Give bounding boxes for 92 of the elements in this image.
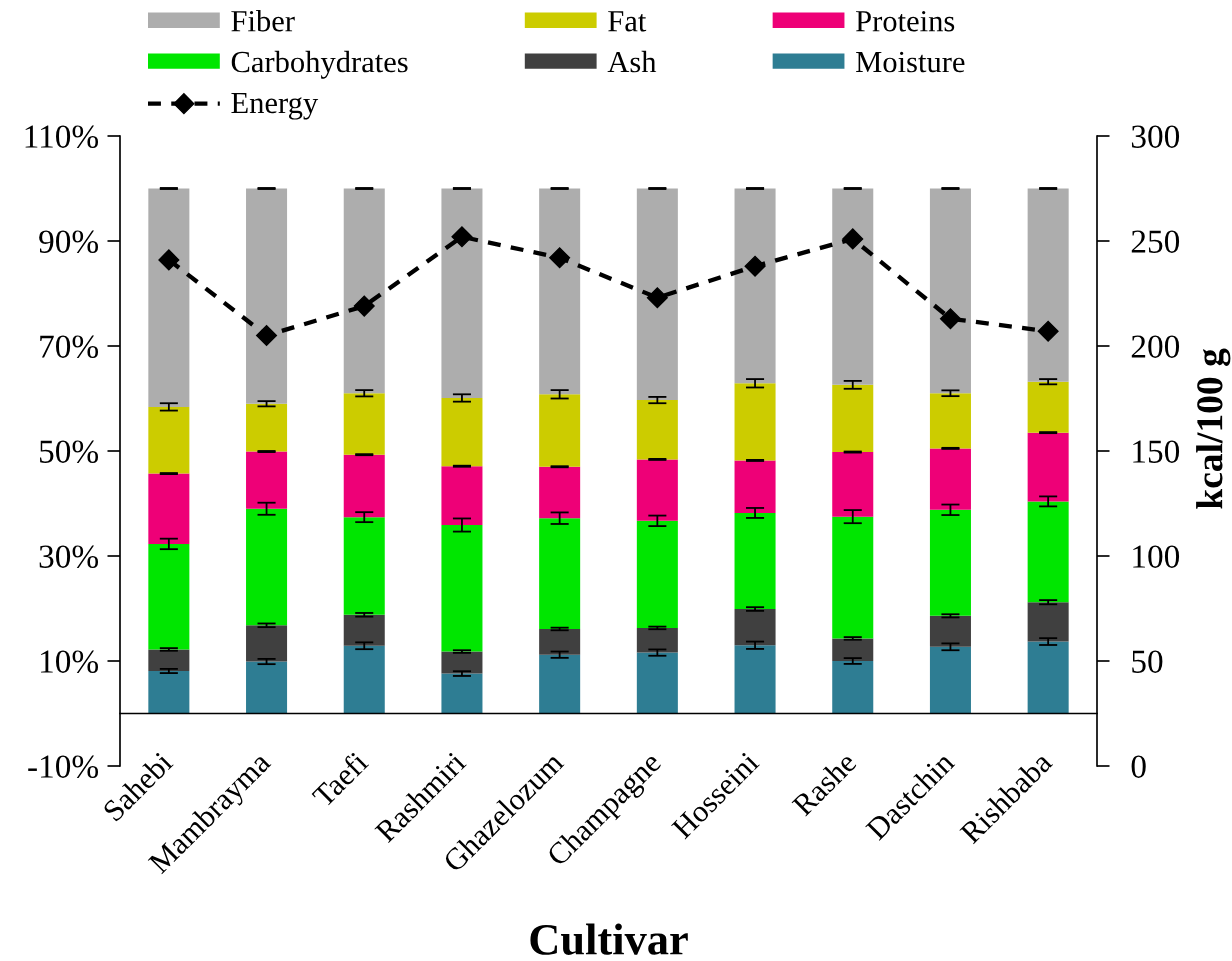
bar (148, 188, 190, 407)
point (158, 249, 180, 271)
bar (1027, 641, 1069, 714)
bar (246, 403, 288, 452)
y-tick-label: -10% (28, 755, 99, 778)
y-tick-label: 10% (41, 650, 99, 673)
bar (734, 188, 776, 384)
bar (929, 188, 971, 394)
bar (148, 543, 190, 650)
bar (148, 473, 190, 544)
bar (734, 512, 776, 610)
bar (832, 638, 874, 661)
bar (832, 384, 874, 453)
y-tick-label: 110% (25, 125, 99, 148)
bar (246, 625, 288, 662)
y-tick-label: 90% (39, 230, 99, 253)
bar (441, 525, 483, 652)
bar (636, 652, 678, 714)
bar (539, 628, 581, 655)
bar (343, 188, 385, 394)
legend-label: Fiber (231, 10, 295, 32)
point (939, 308, 961, 330)
y2-tick-label: 100 (1133, 545, 1180, 568)
bar (929, 615, 971, 647)
bar (539, 518, 581, 629)
bar (636, 520, 678, 628)
bar (832, 516, 874, 639)
y-tick-label: 70% (40, 335, 99, 358)
bar (441, 673, 483, 714)
bar (148, 406, 190, 474)
bar (734, 645, 776, 714)
bar (343, 645, 385, 714)
bar (441, 397, 483, 467)
bar (343, 454, 385, 518)
y2-tick-label: 300 (1131, 125, 1180, 148)
bar (929, 646, 971, 714)
point (256, 324, 278, 347)
y2-tick-label: 0 (1131, 755, 1146, 778)
bar (1027, 602, 1069, 642)
bar (1027, 188, 1069, 382)
bar (734, 460, 776, 513)
y-tick-label: 30% (39, 545, 99, 568)
bar (246, 508, 288, 626)
y2-tick-label: 200 (1131, 335, 1180, 358)
y-tick-label: 50% (40, 440, 99, 463)
bar (246, 661, 288, 714)
bar (343, 614, 385, 646)
legend-label: Proteins (856, 10, 955, 32)
bar (539, 466, 581, 519)
bar (734, 609, 776, 646)
y2-axis-title: kcal/100 g (1196, 348, 1231, 509)
bar (832, 188, 874, 385)
legend-label: Ash (607, 50, 657, 73)
bar (1027, 501, 1069, 603)
bar (539, 188, 581, 395)
point (646, 287, 668, 309)
bar (832, 452, 874, 517)
bar (636, 188, 678, 401)
legend-label: Carbohydrates (231, 50, 408, 79)
x-axis-title: Cultivar (530, 923, 688, 955)
bar (343, 393, 385, 455)
point (353, 295, 375, 317)
y2-tick-label: 150 (1133, 440, 1180, 463)
legend-label: Fat (608, 11, 647, 32)
y2-tick-label: 50 (1132, 650, 1163, 673)
bar (1027, 381, 1069, 433)
bar (1027, 432, 1069, 502)
bar (929, 393, 971, 449)
point (549, 247, 571, 269)
bar (636, 400, 678, 460)
bar (539, 654, 581, 714)
legend-label: Energy (231, 92, 319, 120)
bar (148, 670, 190, 714)
bar (246, 188, 288, 404)
bar (929, 509, 971, 616)
bar (441, 188, 483, 398)
bar (246, 451, 288, 509)
y2-tick-label: 250 (1131, 230, 1180, 253)
point (842, 228, 864, 250)
bar (929, 448, 971, 510)
bar (539, 394, 581, 467)
point (744, 255, 766, 277)
bar (734, 383, 776, 461)
bar (832, 661, 874, 714)
legend-label: Moisture (856, 51, 965, 73)
bar (148, 649, 190, 671)
point (1037, 320, 1059, 342)
bar (636, 459, 678, 521)
point (451, 226, 473, 248)
bar (343, 517, 385, 615)
bar (636, 627, 678, 653)
bar (441, 466, 483, 526)
